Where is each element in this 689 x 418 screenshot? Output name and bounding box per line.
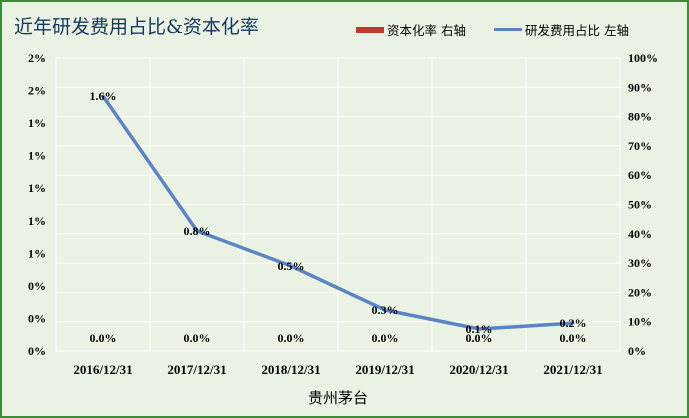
bar-data-label: 0.0% [90, 331, 117, 345]
line-data-label: 0.5% [278, 259, 305, 273]
x-axis-tick-label: 2021/12/31 [543, 362, 602, 377]
left-axis-tick-label: 0% [28, 311, 46, 325]
bar-data-label: 0.0% [560, 331, 587, 345]
right-axis-tick-label: 50% [628, 198, 652, 212]
line-data-label: 0.1% [466, 322, 493, 336]
right-axis-tick-label: 60% [628, 168, 652, 182]
left-axis-tick-label: 1% [28, 149, 46, 163]
right-axis-tick-label: 70% [628, 139, 652, 153]
legend-swatch-line [494, 28, 522, 31]
line-series [101, 95, 574, 331]
legend-swatch-bar [356, 26, 384, 33]
bar-data-label: 0.0% [372, 331, 399, 345]
left-axis-tick-label: 1% [28, 214, 46, 228]
line-data-label: 0.3% [372, 303, 399, 317]
legend-label-line: 研发费用占比 左轴 [525, 23, 629, 38]
right-axis-tick-label: 20% [628, 285, 652, 299]
x-axis-tick-label: 2017/12/31 [167, 362, 226, 377]
chart-title: 近年研发费用占比&资本化率 [14, 16, 259, 38]
right-axis-tick-label: 100% [628, 51, 658, 65]
bar-data-label: 0.0% [466, 331, 493, 345]
right-axis-tick-label: 80% [628, 110, 652, 124]
x-axis-tick-label: 2020/12/31 [449, 362, 508, 377]
x-axis-tick-label: 2016/12/31 [73, 362, 132, 377]
right-axis-tick-label: 0% [628, 344, 646, 358]
right-axis-tick-label: 30% [628, 256, 652, 270]
left-axis-tick-label: 0% [28, 279, 46, 293]
right-axis-tick-label: 40% [628, 227, 652, 241]
line-point [571, 321, 575, 325]
x-axis-title: 贵州茅台 [308, 389, 368, 407]
left-axis-tick-label: 1% [28, 246, 46, 260]
left-axis-tick-label: 1% [28, 181, 46, 195]
line-point [477, 327, 481, 331]
x-axis-tick-label: 2019/12/31 [355, 362, 414, 377]
bar-data-label: 0.0% [278, 331, 305, 345]
x-axis-tick-label: 2018/12/31 [261, 362, 320, 377]
legend-label-bar: 资本化率 右轴 [387, 23, 466, 38]
line-data-label: 0.2% [560, 316, 587, 330]
left-axis-tick-label: 2% [28, 51, 46, 65]
right-axis-tick-label: 90% [628, 80, 652, 94]
line-point [289, 264, 293, 268]
left-axis-tick-label: 2% [28, 84, 46, 98]
left-axis-tick-label: 0% [28, 344, 46, 358]
legend-item-line: 研发费用占比 左轴 [494, 20, 629, 39]
line-point [195, 229, 199, 233]
line-point [383, 308, 387, 312]
line-point [101, 94, 105, 98]
left-axis-tick-label: 1% [28, 116, 46, 130]
legend-item-bar: 资本化率 右轴 [356, 20, 466, 39]
line-data-label: 1.6% [90, 89, 117, 103]
bar-data-label: 0.0% [184, 331, 211, 345]
line-data-label: 0.8% [184, 224, 211, 238]
right-axis-tick-label: 10% [628, 315, 652, 329]
